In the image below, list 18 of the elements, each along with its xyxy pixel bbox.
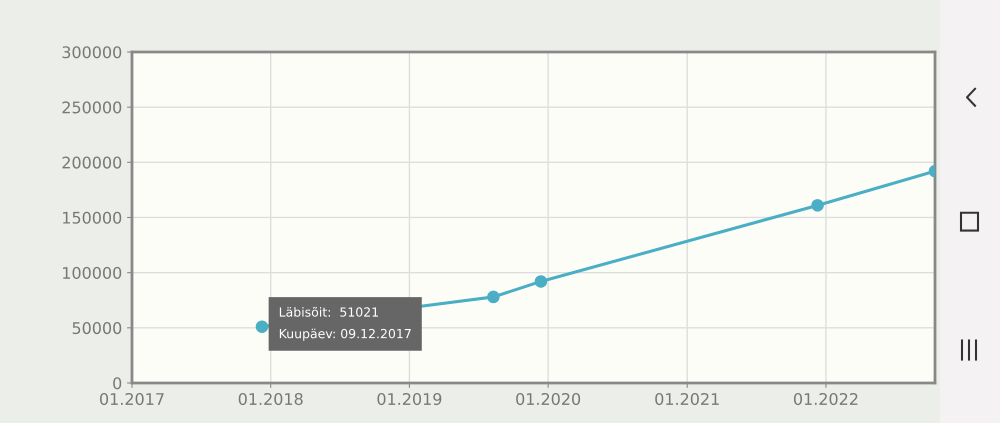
point (487, 290, 500, 304)
point (534, 275, 548, 288)
y-tick-label: 50000 (72, 322, 122, 334)
y-tick-label: 300000 (62, 46, 122, 58)
y-tick-label: 100000 (63, 266, 122, 279)
y-tick-label: 150000 (63, 212, 122, 224)
x-tick-label: 01.2019 (377, 392, 442, 406)
y-tick-label: 0 (113, 377, 122, 390)
y-tick-label: 250000 (62, 101, 122, 114)
x-tick-label: 01.2020 (516, 392, 580, 406)
x-tick-label: 01.2021 (655, 392, 719, 406)
point (256, 320, 268, 333)
x-tick-label: 01.2022 (794, 392, 858, 406)
point (811, 199, 824, 212)
annotation: Läbisõit: 51021 Kuupäev: 09.12.2017 (280, 306, 411, 341)
y-tick-label: 200000 (62, 156, 122, 169)
x-tick-label: 01.2018 (238, 392, 303, 406)
x-tick-label: 01.2017 (100, 392, 164, 406)
